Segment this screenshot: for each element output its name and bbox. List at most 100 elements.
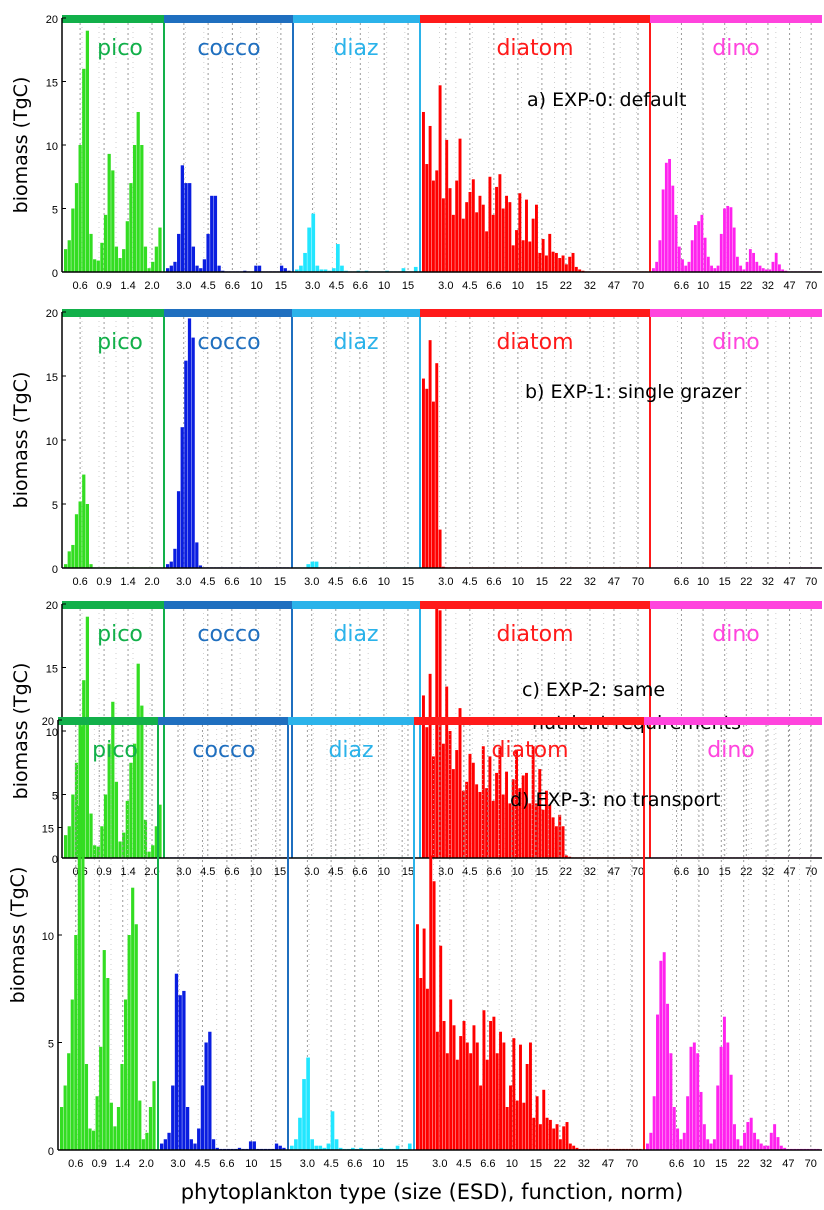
y-tick-label: 0	[52, 268, 58, 280]
bar-cocco	[199, 268, 203, 272]
x-tick-label: 10	[378, 576, 390, 588]
band-diatom	[420, 309, 650, 317]
bar-diaz	[319, 269, 324, 272]
bar-dino	[676, 1128, 680, 1150]
bar-diatom	[422, 695, 425, 858]
bar-pico	[138, 1100, 142, 1150]
x-tick-label: 2.0	[144, 280, 159, 292]
bar-diatom	[481, 204, 485, 272]
bar-dino	[706, 256, 710, 272]
bar-dino	[759, 1143, 763, 1150]
bar-diatom	[455, 750, 459, 858]
y-tick-label: 0	[48, 1146, 54, 1158]
bar-diatom	[431, 401, 435, 568]
bar-cocco	[210, 195, 214, 272]
bar-diatom	[521, 240, 525, 272]
bar-pico	[99, 1046, 103, 1150]
bar-pico	[93, 259, 97, 272]
bar-diatom	[472, 1025, 476, 1150]
band-diatom	[414, 717, 644, 725]
bar-dino	[652, 1096, 656, 1150]
group-label-diaz: diaz	[328, 738, 373, 763]
bar-diatom	[515, 750, 518, 858]
x-tick-label: 6.6	[352, 576, 367, 588]
bar-pico	[71, 544, 75, 568]
x-tick-label: 4.5	[328, 576, 343, 588]
bar-pico	[136, 663, 140, 858]
bar-pico	[67, 240, 71, 272]
bar-pico	[81, 726, 85, 1150]
bar-diatom	[502, 1042, 506, 1150]
x-tick-label: 6.6	[347, 1158, 362, 1170]
x-tick-label: 10	[372, 1158, 384, 1170]
x-tick-label: 22	[740, 866, 752, 878]
bar-diatom	[435, 170, 439, 272]
bar-dino	[684, 265, 688, 272]
bar-pico	[134, 924, 138, 1150]
bar-diaz	[310, 561, 315, 568]
bar-pico	[78, 501, 82, 568]
y-tick-label: 20	[42, 716, 54, 728]
bar-diaz	[379, 1147, 384, 1150]
group-label-diatom: diatom	[496, 330, 573, 355]
bar-diatom	[465, 202, 469, 272]
bar-diatom	[475, 212, 479, 272]
bar-diaz	[336, 244, 340, 272]
bar-diatom	[548, 804, 552, 858]
bar-pico	[109, 1102, 113, 1150]
band-dino	[650, 15, 822, 23]
bar-diatom	[501, 794, 505, 858]
x-tick-label: 4.5	[200, 866, 215, 878]
bar-pico	[151, 261, 155, 272]
bar-pico	[85, 30, 90, 273]
bar-dino	[716, 265, 720, 272]
y-tick-label: 5	[52, 791, 58, 803]
band-diatom	[420, 601, 650, 609]
bar-pico	[147, 851, 151, 858]
bar-cocco	[248, 1141, 253, 1150]
bar-cocco	[279, 265, 284, 272]
bar-pico	[147, 268, 151, 272]
bar-dino	[746, 1122, 750, 1150]
x-tick-label: 15	[396, 1158, 408, 1170]
bar-cocco	[204, 1042, 208, 1150]
bar-pico	[158, 804, 162, 858]
bar-dino	[776, 1137, 780, 1150]
x-tick-label: 47	[608, 280, 620, 292]
group-label-diaz: diaz	[333, 622, 378, 647]
bar-diatom	[416, 924, 419, 1150]
x-tick-label: 70	[805, 280, 817, 292]
bar-diatom	[495, 1053, 499, 1150]
group-label-cocco: cocco	[192, 738, 255, 763]
bar-dino	[722, 1016, 726, 1150]
x-tick-label: 4.5	[323, 1158, 338, 1170]
band-diaz	[292, 309, 420, 317]
bar-diatom	[548, 1119, 552, 1150]
bar-pico	[64, 835, 68, 858]
bar-dino	[672, 1107, 676, 1150]
bar-diatom	[505, 771, 509, 858]
bar-diatom	[451, 214, 455, 272]
bar-diatom	[488, 756, 492, 858]
bar-diatom	[531, 218, 535, 272]
x-tick-label: 22	[554, 1158, 566, 1170]
group-label-dino: dino	[712, 36, 759, 61]
bar-dino	[723, 208, 726, 272]
bar-pico	[111, 170, 115, 272]
y-tick-label: 20	[46, 14, 58, 26]
band-dino	[644, 717, 822, 725]
bar-dino	[703, 237, 707, 272]
bar-diatom	[438, 85, 442, 272]
bar-cocco	[163, 1139, 168, 1150]
bar-pico	[96, 260, 100, 272]
bar-cocco	[197, 1128, 201, 1150]
bar-pico	[85, 504, 90, 568]
bar-diatom	[481, 746, 485, 858]
x-tick-label: 10	[378, 866, 390, 878]
bar-pico	[78, 145, 82, 272]
x-tick-label: 3.0	[300, 1158, 315, 1170]
bar-pico	[127, 935, 131, 1150]
bar-dino	[658, 240, 662, 272]
bar-cocco	[191, 246, 196, 272]
x-tick-label: 6.6	[224, 576, 239, 588]
